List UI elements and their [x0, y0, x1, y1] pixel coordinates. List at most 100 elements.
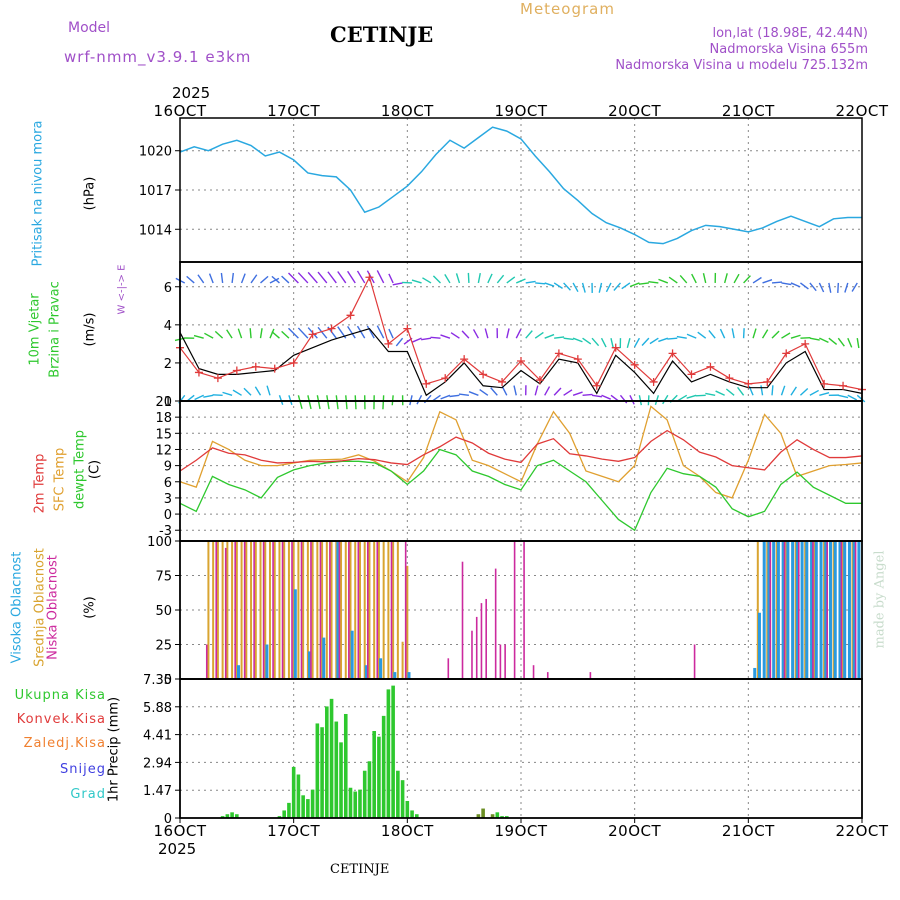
- precip-bar: [481, 808, 485, 818]
- wind-arrow: [598, 282, 603, 293]
- low-cloud-bar: [523, 541, 525, 679]
- wind-arrow: [307, 395, 312, 410]
- pressure-tick-label: 1017: [139, 184, 172, 199]
- wind-arrow: [337, 271, 347, 284]
- x-tick-label-bottom: 21OCT: [722, 822, 775, 840]
- wind-arrow: [697, 331, 707, 339]
- wind-arrow: [638, 282, 649, 285]
- wind-gust-marker: [194, 368, 203, 377]
- wind-arrow: [487, 273, 493, 284]
- wind-arrow: [610, 338, 614, 349]
- mid-cloud-bar: [316, 541, 319, 679]
- x-tick-label-bottom: 22OCT: [835, 822, 888, 840]
- wind-gust-marker: [763, 377, 772, 386]
- wind-arrow: [515, 328, 522, 339]
- wind-arrow: [231, 272, 235, 284]
- x-tick-label-top: 18OCT: [381, 102, 434, 120]
- wind-arrow: [212, 394, 223, 396]
- precip-bar: [500, 816, 504, 818]
- low-cloud-bar: [234, 541, 236, 679]
- precip-legend-total: Ukupna Kisa: [14, 688, 106, 703]
- wind-arrow: [416, 394, 423, 405]
- low-cloud-bar: [494, 568, 497, 679]
- wind-arrow: [554, 336, 565, 339]
- temp-tick-label: 6: [164, 476, 172, 491]
- mid-cloud-bar: [382, 541, 385, 679]
- wind-arrow: [686, 333, 697, 339]
- precip-tick-label: 1.47: [143, 784, 172, 799]
- wind-arrow: [506, 328, 510, 339]
- precip-bar: [329, 698, 334, 818]
- wind-arrow: [240, 273, 246, 284]
- mid-cloud-bar: [212, 541, 215, 679]
- low-cloud-bar: [366, 541, 369, 679]
- wind-arrow: [641, 337, 650, 346]
- mid-cloud-bar: [264, 541, 267, 679]
- high-cloud-bar: [757, 612, 761, 679]
- wind-arrow: [828, 282, 832, 293]
- wind-arrow: [278, 395, 284, 405]
- altitude-info: Nadmorska Visina 655m: [709, 42, 869, 57]
- wind-arrow: [781, 282, 792, 286]
- wind-arrow: [250, 274, 258, 284]
- wind-arrow: [392, 282, 403, 286]
- wind-arrow: [544, 282, 555, 287]
- mid-cloud-bar: [278, 541, 281, 679]
- wind-arrow: [613, 282, 621, 291]
- wind-arrow: [444, 274, 451, 284]
- mid-cloud-bar: [832, 541, 835, 679]
- wind-arrow: [366, 325, 375, 339]
- mid-cloud-bar: [273, 541, 276, 679]
- wind-arrow: [388, 273, 394, 284]
- wind-arrow: [307, 271, 318, 284]
- precip-tick-label: 4.41: [143, 729, 172, 744]
- wind-arrow: [479, 388, 489, 396]
- precip-bar: [282, 810, 286, 818]
- wind-arrow: [259, 328, 263, 339]
- low-cloud-bar: [693, 644, 696, 679]
- wind-arrow: [648, 281, 659, 284]
- high-cloud-bar: [791, 541, 795, 679]
- high-cloud-bar: [819, 541, 823, 679]
- wind-arrow: [335, 395, 339, 410]
- wind-arrow: [232, 389, 242, 396]
- wind-arrow: [477, 272, 481, 284]
- wind-arrow: [705, 392, 716, 396]
- wind-arrow: [563, 337, 574, 341]
- wind-arrow: [472, 329, 479, 339]
- wind-gust-marker: [687, 370, 696, 379]
- wind-arrow: [781, 332, 791, 339]
- wind-arrow: [742, 328, 745, 339]
- mid-cloud-bar: [842, 541, 845, 679]
- wind-arrow: [572, 282, 579, 293]
- mid-cloud-bar: [335, 541, 338, 679]
- wind-arrow: [658, 278, 669, 284]
- wind-gust-marker: [498, 377, 507, 386]
- wind-arrow: [695, 394, 706, 397]
- wind-arrow: [851, 282, 858, 292]
- cloud-tick-label: 50: [155, 604, 172, 619]
- mid-cloud-bar: [330, 541, 333, 679]
- wind-arrow: [581, 282, 586, 293]
- precip-bar: [348, 787, 353, 818]
- precip-bar: [353, 791, 358, 818]
- x-tick-label-top: 21OCT: [722, 102, 775, 120]
- high-cloud-bar: [322, 637, 326, 679]
- wind-arrow: [376, 270, 385, 284]
- low-cloud-bar: [499, 644, 502, 679]
- model-label: Model: [68, 20, 111, 36]
- wind-arrow: [591, 337, 600, 347]
- wind-gust-marker: [441, 374, 450, 383]
- wind-arrow: [345, 395, 348, 410]
- wind-arrow: [800, 336, 811, 339]
- low-cloud-bar: [546, 672, 549, 679]
- wind-arrow: [421, 337, 432, 341]
- high-cloud-bar: [753, 667, 757, 679]
- precip-bar: [358, 789, 362, 818]
- wind-arrow: [847, 337, 853, 348]
- precip-tick-label: 5.88: [143, 701, 172, 716]
- wind-arrow: [226, 329, 233, 339]
- wind-arrow: [591, 394, 603, 398]
- wind-arrow: [449, 394, 460, 398]
- low-cloud-bar: [854, 541, 857, 679]
